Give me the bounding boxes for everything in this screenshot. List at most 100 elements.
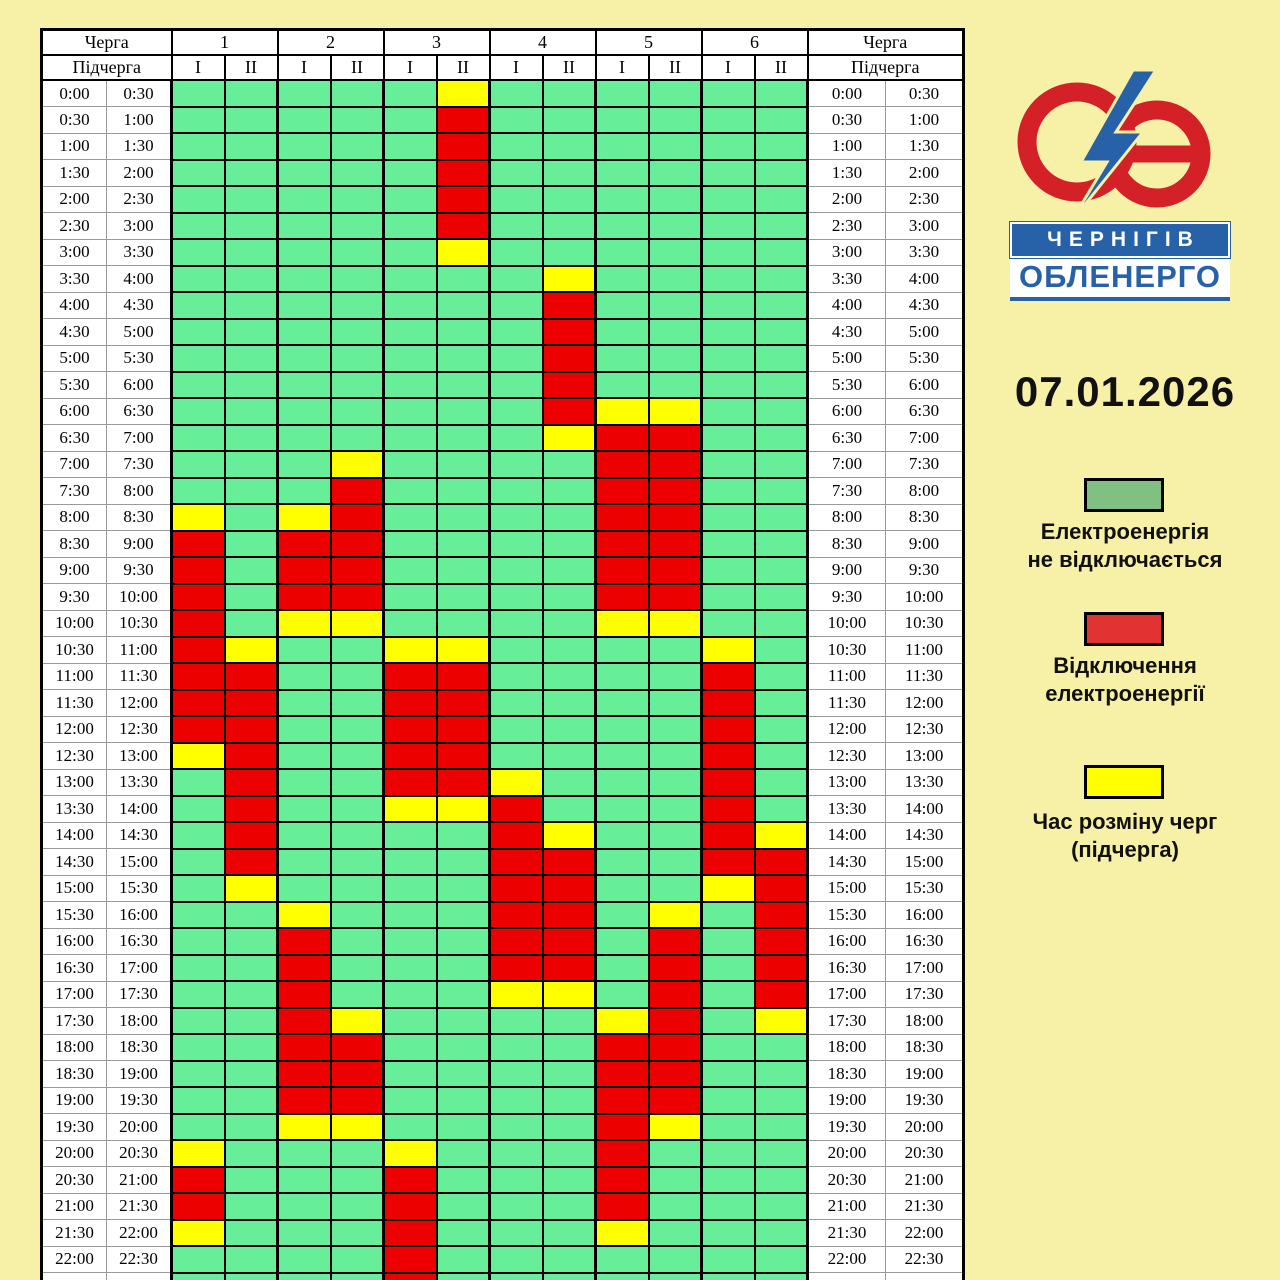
- schedule-row: 6:30 7:00 6:30 7:00: [41, 423, 964, 452]
- slot-cell: [700, 344, 756, 373]
- slot-cell: [594, 158, 650, 187]
- queue-2-header: 2: [276, 28, 385, 56]
- slot-cell: [700, 821, 756, 850]
- schedule-header: Черга 1 2 3 4 5 6 Черга Підчерга I II I II I II I II I II I…: [40, 28, 965, 81]
- time-cell: 15:30: [885, 874, 964, 902]
- time-cell: 23:00: [885, 1272, 964, 1280]
- time-cell: 20:00: [41, 1139, 107, 1167]
- slot-cell: [647, 1192, 703, 1221]
- time-cell: 2:30: [106, 185, 172, 213]
- time-cell: 2:00: [41, 185, 107, 213]
- time-cell: 11:00: [885, 636, 964, 664]
- time-cell: 17:00: [807, 980, 886, 1008]
- schedule-row: 9:00 9:30 9:00 9:30: [41, 556, 964, 585]
- slot-cell: [223, 423, 279, 452]
- slot-cell: [488, 874, 544, 903]
- slot-cell: [541, 1112, 597, 1141]
- slot-cell: [170, 609, 226, 638]
- slot-cell: [700, 556, 756, 585]
- slot-cell: [223, 874, 279, 903]
- slot-cell: [647, 1245, 703, 1274]
- time-cell: 6:00: [106, 371, 172, 399]
- slot-cell: [170, 79, 226, 108]
- time-cell: 13:30: [807, 795, 886, 823]
- slot-cell: [541, 1059, 597, 1088]
- time-cell: 19:30: [807, 1113, 886, 1141]
- slot-cell: [700, 741, 756, 770]
- time-cell: 7:00: [106, 424, 172, 452]
- slot-cell: [382, 847, 438, 876]
- slot-cell: [700, 847, 756, 876]
- slot-cell: [594, 1006, 650, 1035]
- schedule-row: 18:30 19:00 18:30 19:00: [41, 1059, 964, 1088]
- time-cell: 21:00: [106, 1166, 172, 1194]
- subqueue-1-II-header: II: [223, 54, 279, 81]
- slot-cell: [647, 423, 703, 452]
- slot-cell: [329, 211, 385, 240]
- slot-cell: [382, 741, 438, 770]
- slot-cell: [488, 185, 544, 214]
- slot-cell: [488, 264, 544, 293]
- subqueue-6-II-header: II: [753, 54, 809, 81]
- slot-cell: [382, 105, 438, 134]
- time-cell: 5:30: [41, 371, 107, 399]
- time-cell: 13:30: [885, 768, 964, 796]
- slot-cell: [541, 980, 597, 1009]
- time-cell: 18:00: [807, 1033, 886, 1061]
- time-cell: 16:30: [885, 927, 964, 955]
- slot-cell: [382, 1059, 438, 1088]
- time-cell: 7:30: [41, 477, 107, 505]
- slot-cell: [276, 1059, 332, 1088]
- slot-cell: [276, 1218, 332, 1247]
- slot-cell: [753, 688, 809, 717]
- slot-cell: [700, 768, 756, 797]
- slot-cell: [753, 821, 809, 850]
- time-cell: 0:30: [41, 106, 107, 134]
- slot-cell: [223, 821, 279, 850]
- time-cell: 22:30: [885, 1245, 964, 1273]
- time-cell: 8:00: [106, 477, 172, 505]
- time-cell: 12:00: [885, 689, 964, 717]
- schedule-row: 16:00 16:30 16:00 16:30: [41, 927, 964, 956]
- slot-cell: [276, 1165, 332, 1194]
- slot-cell: [329, 185, 385, 214]
- slot-cell: [329, 132, 385, 161]
- slot-cell: [435, 1033, 491, 1062]
- time-cell: 9:00: [807, 556, 886, 584]
- slot-cell: [223, 900, 279, 929]
- slot-cell: [594, 105, 650, 134]
- slot-cell: [488, 635, 544, 664]
- subqueue-header-right: Підчерга: [806, 54, 965, 81]
- time-cell: 20:30: [41, 1166, 107, 1194]
- slot-cell: [488, 317, 544, 346]
- slot-cell: [541, 158, 597, 187]
- slot-cell: [329, 105, 385, 134]
- slot-cell: [541, 529, 597, 558]
- time-cell: 5:30: [106, 344, 172, 372]
- slot-cell: [647, 1139, 703, 1168]
- slot-cell: [223, 529, 279, 558]
- slot-cell: [647, 1218, 703, 1247]
- slot-cell: [488, 715, 544, 744]
- slot-cell: [647, 1271, 703, 1280]
- time-cell: 18:00: [41, 1033, 107, 1061]
- slot-cell: [382, 635, 438, 664]
- slot-cell: [276, 1192, 332, 1221]
- time-cell: 3:30: [885, 238, 964, 266]
- schedule-row: 21:00 21:30 21:00 21:30: [41, 1192, 964, 1221]
- time-cell: 14:00: [807, 821, 886, 849]
- slot-cell: [329, 1112, 385, 1141]
- slot-cell: [382, 1006, 438, 1035]
- schedule-row: 17:30 18:00 17:30 18:00: [41, 1006, 964, 1035]
- slot-cell: [223, 794, 279, 823]
- slot-cell: [753, 1165, 809, 1194]
- slot-cell: [541, 291, 597, 320]
- slot-cell: [594, 317, 650, 346]
- slot-cell: [700, 688, 756, 717]
- slot-cell: [382, 1271, 438, 1280]
- slot-cell: [435, 688, 491, 717]
- time-cell: 20:30: [106, 1139, 172, 1167]
- slot-cell: [276, 397, 332, 426]
- slot-cell: [488, 1006, 544, 1035]
- oe-lightning-icon: [1017, 70, 1211, 222]
